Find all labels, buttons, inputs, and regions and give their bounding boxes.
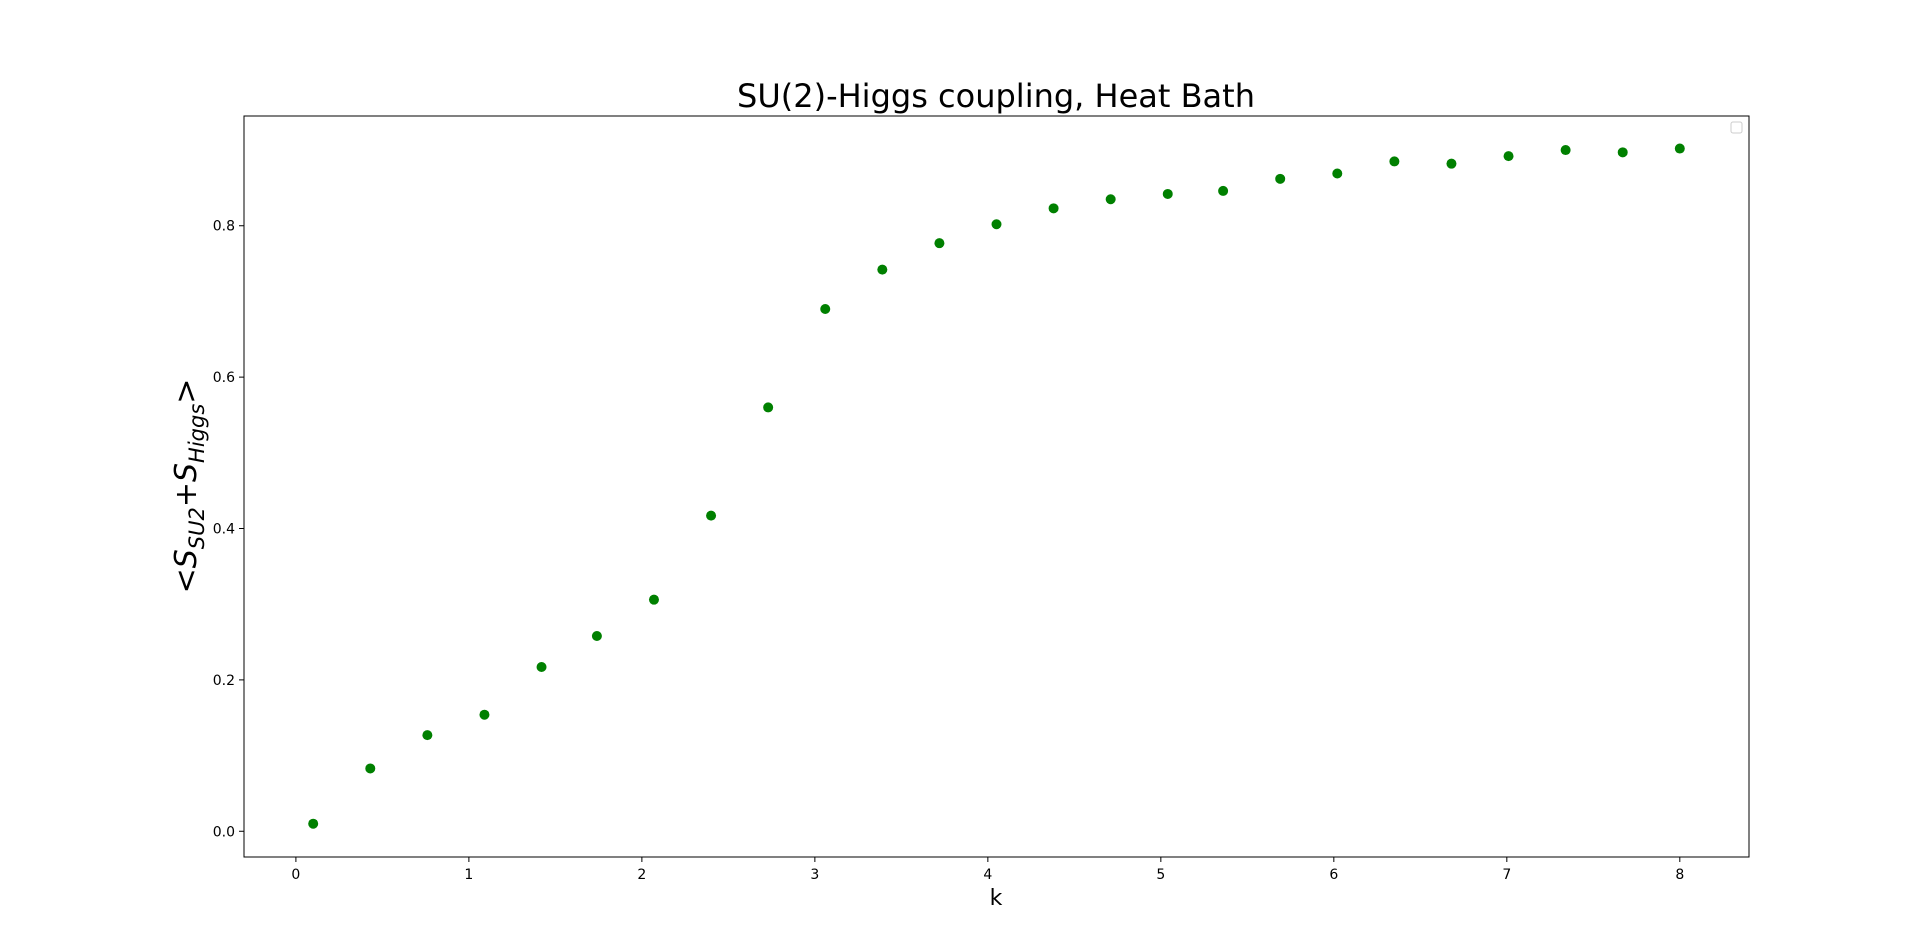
data-point bbox=[479, 709, 490, 720]
data-point bbox=[1162, 188, 1173, 199]
data-points bbox=[308, 143, 1685, 829]
x-tick-label: 2 bbox=[637, 867, 646, 883]
data-point bbox=[1617, 147, 1628, 158]
y-tick-label: 0.4 bbox=[213, 522, 235, 538]
y-axis-label: <SSU2+SHiggs> bbox=[169, 379, 209, 594]
data-point bbox=[934, 238, 945, 249]
data-point bbox=[1275, 173, 1286, 184]
data-point bbox=[763, 402, 774, 413]
x-tick-label: 0 bbox=[291, 867, 300, 883]
x-tick-label: 8 bbox=[1675, 867, 1684, 883]
data-point bbox=[1674, 143, 1685, 154]
data-point bbox=[1446, 158, 1457, 169]
y-axis-label-s1: S bbox=[169, 549, 204, 568]
data-point bbox=[1503, 151, 1514, 162]
data-point bbox=[1218, 185, 1229, 196]
data-point bbox=[1332, 168, 1343, 179]
data-point bbox=[877, 264, 888, 275]
y-axis-label-s2: S bbox=[169, 463, 204, 482]
plot-frame bbox=[243, 115, 1750, 858]
y-tick-label: 0.6 bbox=[213, 370, 235, 386]
data-point bbox=[422, 730, 433, 741]
data-point bbox=[706, 510, 717, 521]
data-point bbox=[1389, 156, 1400, 167]
y-axis-label-plus: + bbox=[169, 482, 204, 507]
axis-ticks: 0 1 2 3 4 5 6 7 8 0.0 0.2 0.4 0.6 0.8 bbox=[213, 219, 1685, 883]
y-tick-label: 0.0 bbox=[213, 824, 235, 840]
data-point bbox=[648, 594, 659, 605]
y-tick-label: 0.8 bbox=[213, 219, 235, 235]
chart-title: SU(2)-Higgs coupling, Heat Bath bbox=[737, 77, 1255, 115]
y-axis-label-s1-sub: SU2 bbox=[185, 507, 209, 549]
y-axis-label-close: > bbox=[169, 379, 204, 404]
data-point bbox=[365, 763, 376, 774]
y-axis-label-open: < bbox=[169, 568, 204, 593]
x-tick-label: 5 bbox=[1156, 867, 1165, 883]
x-tick-label: 3 bbox=[810, 867, 819, 883]
x-axis-label: k bbox=[990, 886, 1003, 911]
x-tick-label: 4 bbox=[983, 867, 992, 883]
x-tick-label: 7 bbox=[1502, 867, 1511, 883]
data-point bbox=[591, 630, 602, 641]
y-tick-label: 0.2 bbox=[213, 673, 235, 689]
x-tick-label: 6 bbox=[1329, 867, 1338, 883]
legend-box bbox=[1730, 121, 1743, 134]
y-axis-label-s2-sub: Higgs bbox=[185, 404, 209, 463]
data-point bbox=[308, 818, 319, 829]
data-point bbox=[1105, 194, 1116, 205]
x-tick-label: 1 bbox=[464, 867, 473, 883]
data-point bbox=[536, 662, 547, 673]
data-point bbox=[1560, 145, 1571, 156]
data-point bbox=[820, 304, 831, 315]
data-point bbox=[1048, 203, 1059, 214]
data-point bbox=[991, 219, 1002, 230]
